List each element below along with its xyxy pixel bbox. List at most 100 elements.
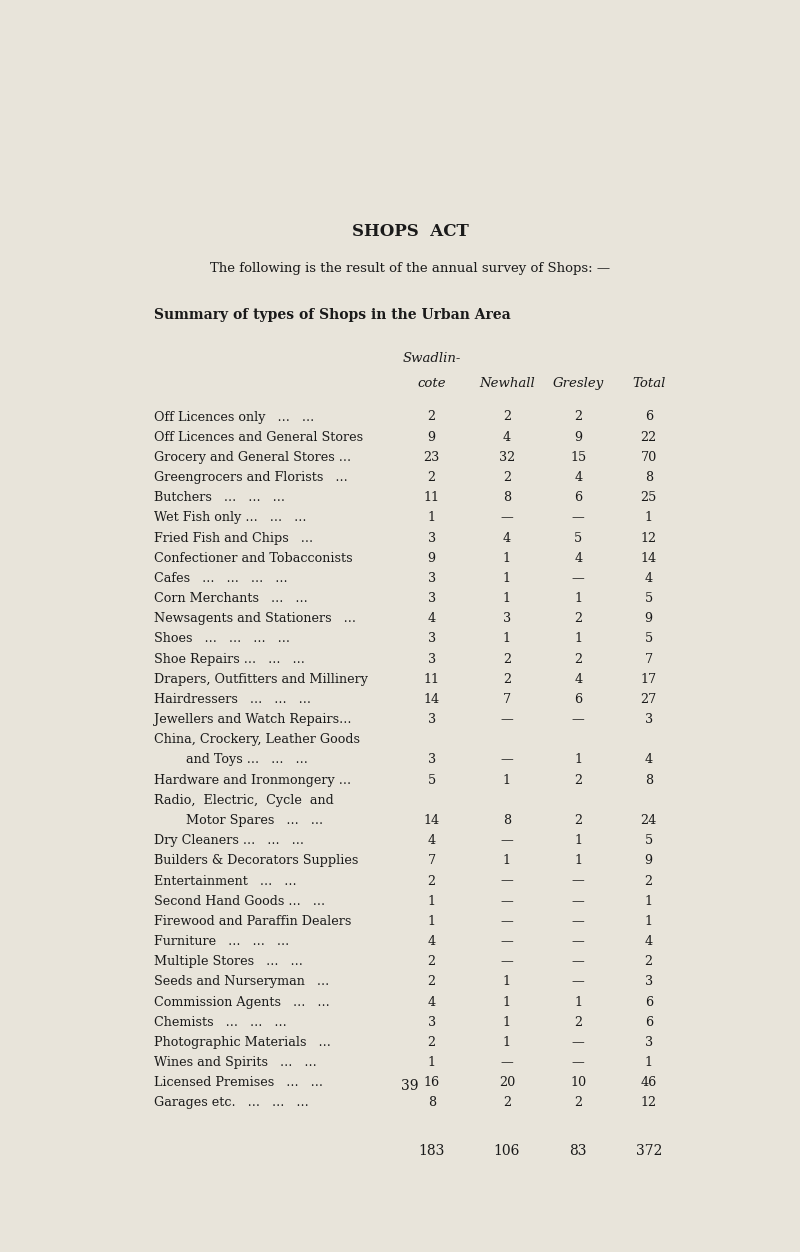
Text: —: — (501, 935, 514, 948)
Text: Newhall: Newhall (479, 377, 534, 391)
Text: 1: 1 (645, 511, 653, 525)
Text: 1: 1 (574, 754, 582, 766)
Text: 9: 9 (428, 431, 436, 443)
Text: 15: 15 (570, 451, 586, 463)
Text: 23: 23 (423, 451, 440, 463)
Text: Shoes   ...   ...   ...   ...: Shoes ... ... ... ... (154, 632, 290, 646)
Text: —: — (572, 511, 585, 525)
Text: Hardware and Ironmongery ...: Hardware and Ironmongery ... (154, 774, 351, 786)
Text: Commission Agents   ...   ...: Commission Agents ... ... (154, 995, 330, 1009)
Text: Corn Merchants   ...   ...: Corn Merchants ... ... (154, 592, 308, 605)
Text: 8: 8 (503, 491, 511, 505)
Text: 1: 1 (574, 854, 582, 868)
Text: —: — (501, 895, 514, 908)
Text: 1: 1 (503, 572, 511, 585)
Text: Newsagents and Stationers   ...: Newsagents and Stationers ... (154, 612, 356, 625)
Text: 27: 27 (641, 692, 657, 706)
Text: China, Crockery, Leather Goods: China, Crockery, Leather Goods (154, 734, 360, 746)
Text: 3: 3 (645, 975, 653, 988)
Text: Radio,  Electric,  Cycle  and: Radio, Electric, Cycle and (154, 794, 334, 806)
Text: Gresley: Gresley (553, 377, 604, 391)
Text: 9: 9 (428, 552, 436, 565)
Text: —: — (572, 572, 585, 585)
Text: 1: 1 (645, 915, 653, 928)
Text: 4: 4 (428, 834, 436, 848)
Text: 183: 183 (418, 1144, 445, 1158)
Text: Garages etc.   ...   ...   ...: Garages etc. ... ... ... (154, 1097, 309, 1109)
Text: 2: 2 (428, 955, 436, 968)
Text: Chemists   ...   ...   ...: Chemists ... ... ... (154, 1015, 287, 1029)
Text: 4: 4 (645, 754, 653, 766)
Text: 83: 83 (570, 1144, 587, 1158)
Text: 2: 2 (428, 471, 436, 485)
Text: 3: 3 (428, 652, 436, 666)
Text: 1: 1 (428, 895, 436, 908)
Text: 20: 20 (498, 1077, 515, 1089)
Text: 9: 9 (645, 612, 653, 625)
Text: —: — (501, 834, 514, 848)
Text: 1: 1 (574, 592, 582, 605)
Text: 2: 2 (574, 774, 582, 786)
Text: cote: cote (418, 377, 446, 391)
Text: —: — (501, 915, 514, 928)
Text: 1: 1 (428, 915, 436, 928)
Text: Off Licences and General Stores: Off Licences and General Stores (154, 431, 363, 443)
Text: 24: 24 (641, 814, 657, 828)
Text: 1: 1 (574, 834, 582, 848)
Text: 9: 9 (574, 431, 582, 443)
Text: 8: 8 (428, 1097, 436, 1109)
Text: Wet Fish only ...   ...   ...: Wet Fish only ... ... ... (154, 511, 306, 525)
Text: —: — (501, 511, 514, 525)
Text: 2: 2 (645, 955, 653, 968)
Text: 2: 2 (428, 975, 436, 988)
Text: 4: 4 (428, 995, 436, 1009)
Text: 3: 3 (428, 592, 436, 605)
Text: 16: 16 (424, 1077, 440, 1089)
Text: 4: 4 (503, 431, 511, 443)
Text: 2: 2 (574, 814, 582, 828)
Text: 2: 2 (574, 1097, 582, 1109)
Text: 4: 4 (574, 672, 582, 686)
Text: 1: 1 (503, 632, 511, 646)
Text: Photographic Materials   ...: Photographic Materials ... (154, 1035, 331, 1049)
Text: —: — (501, 1057, 514, 1069)
Text: Furniture   ...   ...   ...: Furniture ... ... ... (154, 935, 290, 948)
Text: 7: 7 (503, 692, 511, 706)
Text: 17: 17 (641, 672, 657, 686)
Text: Cafes   ...   ...   ...   ...: Cafes ... ... ... ... (154, 572, 288, 585)
Text: —: — (572, 955, 585, 968)
Text: 2: 2 (574, 652, 582, 666)
Text: 14: 14 (424, 692, 440, 706)
Text: 39: 39 (402, 1079, 418, 1093)
Text: 3: 3 (428, 754, 436, 766)
Text: —: — (572, 1035, 585, 1049)
Text: 1: 1 (574, 995, 582, 1009)
Text: Wines and Spirits   ...   ...: Wines and Spirits ... ... (154, 1057, 317, 1069)
Text: 9: 9 (645, 854, 653, 868)
Text: Butchers   ...   ...   ...: Butchers ... ... ... (154, 491, 286, 505)
Text: —: — (572, 935, 585, 948)
Text: 3: 3 (428, 714, 436, 726)
Text: 3: 3 (645, 714, 653, 726)
Text: —: — (572, 915, 585, 928)
Text: 8: 8 (503, 814, 511, 828)
Text: 8: 8 (645, 774, 653, 786)
Text: 32: 32 (498, 451, 515, 463)
Text: Jewellers and Watch Repairs...: Jewellers and Watch Repairs... (154, 714, 352, 726)
Text: Greengrocers and Florists   ...: Greengrocers and Florists ... (154, 471, 348, 485)
Text: 1: 1 (503, 552, 511, 565)
Text: Firewood and Paraffin Dealers: Firewood and Paraffin Dealers (154, 915, 352, 928)
Text: 1: 1 (428, 511, 436, 525)
Text: 2: 2 (428, 411, 436, 423)
Text: 1: 1 (574, 632, 582, 646)
Text: 5: 5 (645, 592, 653, 605)
Text: 22: 22 (641, 431, 657, 443)
Text: 1: 1 (503, 1035, 511, 1049)
Text: Motor Spares   ...   ...: Motor Spares ... ... (154, 814, 323, 828)
Text: 2: 2 (503, 1097, 511, 1109)
Text: 372: 372 (635, 1144, 662, 1158)
Text: 2: 2 (428, 1035, 436, 1049)
Text: 4: 4 (574, 552, 582, 565)
Text: —: — (572, 975, 585, 988)
Text: 2: 2 (503, 672, 511, 686)
